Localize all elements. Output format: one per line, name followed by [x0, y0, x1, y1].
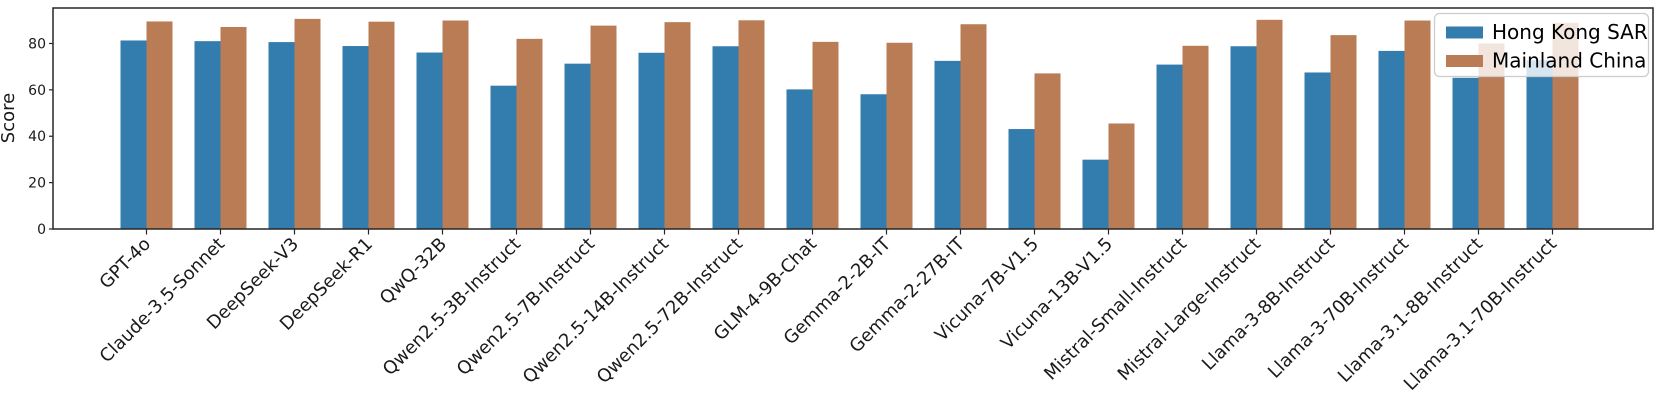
bar-hong-kong-sar — [786, 89, 813, 230]
x-tick-label: Llama-3.1-8B-Instruct — [1334, 234, 1487, 387]
bar-mainland-china — [368, 21, 395, 230]
bar-mainland-china — [886, 42, 913, 230]
x-tick-label: Qwen2.5-14B-Instruct — [519, 234, 673, 388]
x-tick-label: Llama-3.1-70B-Instruct — [1400, 234, 1561, 395]
bar-mainland-china — [1256, 19, 1283, 230]
legend-label-hong-kong-sar: Hong Kong SAR — [1492, 20, 1648, 44]
bar-mainland-china — [1182, 45, 1209, 230]
bar-hong-kong-sar — [1304, 72, 1331, 230]
plot-border — [52, 7, 1654, 230]
x-tick-label: Mistral-Small-Instruct — [1040, 234, 1191, 385]
bar-hong-kong-sar — [1452, 77, 1479, 229]
bar-hong-kong-sar — [490, 85, 517, 230]
legend-label-mainland-china: Mainland China — [1492, 49, 1646, 73]
legend-box — [1433, 12, 1650, 78]
bar-hong-kong-sar — [860, 94, 887, 229]
legend-swatch-hong-kong-sar — [1446, 26, 1483, 39]
bar-hong-kong-sar — [712, 46, 739, 229]
y-tick-label: 80 — [28, 36, 46, 52]
bar-hong-kong-sar — [268, 42, 295, 230]
y-tick-label: 40 — [28, 129, 46, 145]
bar-mainland-china — [812, 41, 839, 229]
bar-mainland-china — [738, 20, 765, 229]
bar-hong-kong-sar — [416, 52, 443, 229]
bar-hong-kong-sar — [194, 41, 221, 230]
bar-mainland-china — [516, 38, 543, 229]
bar-mainland-china — [442, 20, 469, 230]
bar-mainland-china — [1034, 73, 1061, 229]
bar-hong-kong-sar — [1156, 64, 1183, 229]
bar-hong-kong-sar — [934, 60, 961, 229]
bars-group — [120, 18, 1579, 230]
x-tick-label: Qwen2.5-3B-Instruct — [379, 234, 525, 380]
bar-mainland-china — [294, 18, 321, 230]
bar-mainland-china — [664, 22, 691, 229]
bar-mainland-china — [1108, 123, 1135, 229]
y-tick-label: 60 — [28, 83, 46, 99]
legend: Hong Kong SAR Mainland China — [1433, 12, 1650, 78]
x-tick-label: QwQ-32B — [376, 234, 451, 309]
y-axis-label: Score — [0, 93, 19, 143]
x-tick-label: Qwen2.5-72B-Instruct — [593, 234, 747, 388]
x-tick-label: Llama-3-70B-Instruct — [1264, 234, 1413, 383]
x-tick-label: Claude-3.5-Sonnet — [96, 234, 229, 367]
x-tick-label: GPT-4o — [96, 234, 155, 293]
bar-mainland-china — [1330, 35, 1357, 229]
bar-hong-kong-sar — [342, 46, 369, 229]
bar-mainland-china — [590, 25, 617, 229]
bar-hong-kong-sar — [120, 40, 147, 229]
x-axis-ticks: GPT-4oClaude-3.5-SonnetDeepSeek-V3DeepSe… — [96, 229, 1561, 395]
bar-hong-kong-sar — [1230, 46, 1257, 229]
bar-mainland-china — [220, 27, 247, 229]
bar-hong-kong-sar — [564, 63, 591, 229]
bar-mainland-china — [1404, 20, 1431, 230]
legend-swatch-mainland-china — [1446, 55, 1483, 67]
bar-mainland-china — [146, 21, 173, 229]
y-tick-label: 0 — [37, 222, 46, 238]
bar-hong-kong-sar — [1378, 50, 1405, 229]
bar-hong-kong-sar — [638, 52, 665, 229]
y-axis-ticks: 0 20 40 60 80 — [28, 36, 54, 238]
bar-mainland-china — [960, 24, 987, 230]
x-tick-label: Llama-3-8B-Instruct — [1198, 234, 1339, 375]
x-tick-label: Mistral-Large-Instruct — [1114, 234, 1265, 385]
y-tick-label: 20 — [28, 176, 46, 192]
bar-hong-kong-sar — [1082, 159, 1109, 229]
bar-hong-kong-sar — [1526, 60, 1553, 229]
x-tick-label: Qwen2.5-7B-Instruct — [453, 234, 599, 380]
bar-hong-kong-sar — [1008, 129, 1035, 229]
